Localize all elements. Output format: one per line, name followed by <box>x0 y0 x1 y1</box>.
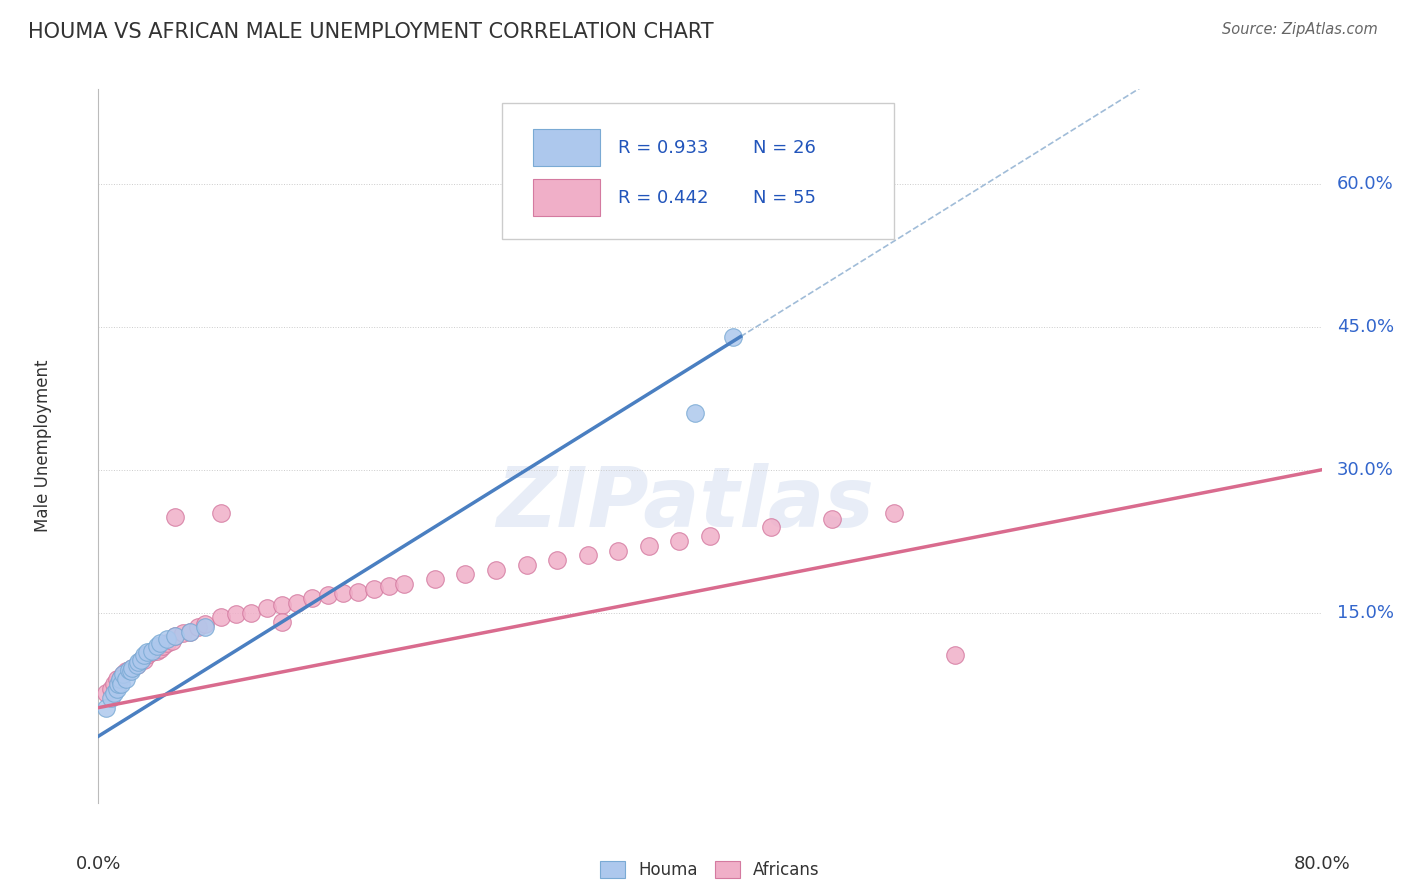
Text: 80.0%: 80.0% <box>1294 855 1350 873</box>
Point <box>821 512 844 526</box>
Point <box>136 648 159 663</box>
Text: HOUMA VS AFRICAN MALE UNEMPLOYMENT CORRELATION CHART: HOUMA VS AFRICAN MALE UNEMPLOYMENT CORRE… <box>28 22 714 42</box>
Point <box>103 686 125 700</box>
Point <box>160 634 183 648</box>
Point <box>134 653 156 667</box>
Point <box>637 539 661 553</box>
Point <box>668 168 690 182</box>
Point <box>240 606 263 620</box>
Text: 45.0%: 45.0% <box>1337 318 1395 336</box>
Point <box>115 665 138 679</box>
Point <box>111 667 134 681</box>
Point <box>120 665 142 679</box>
Point <box>134 648 156 663</box>
Point <box>129 653 152 667</box>
Point <box>454 567 477 582</box>
Point <box>163 510 186 524</box>
Point <box>141 645 163 659</box>
Point <box>111 667 134 681</box>
Point <box>392 577 416 591</box>
Point <box>145 643 167 657</box>
Point <box>125 657 148 672</box>
Point <box>194 620 217 634</box>
Point <box>107 677 129 691</box>
Point <box>121 661 143 675</box>
Point <box>363 582 385 596</box>
Text: 0.0%: 0.0% <box>76 855 121 873</box>
Point <box>187 620 209 634</box>
Text: 60.0%: 60.0% <box>1337 176 1393 194</box>
Point <box>163 629 186 643</box>
Text: Male Unemployment: Male Unemployment <box>34 359 52 533</box>
Point <box>316 588 339 602</box>
Text: R = 0.442: R = 0.442 <box>619 189 709 207</box>
Point <box>172 626 194 640</box>
Point <box>546 553 568 567</box>
Point <box>699 529 721 543</box>
Point <box>485 563 508 577</box>
Text: Source: ZipAtlas.com: Source: ZipAtlas.com <box>1222 22 1378 37</box>
Text: R = 0.933: R = 0.933 <box>619 139 709 157</box>
Point <box>127 655 149 669</box>
Text: ZIPatlas: ZIPatlas <box>496 463 875 543</box>
Point <box>105 672 128 686</box>
Point <box>149 636 172 650</box>
Point <box>270 615 292 629</box>
FancyBboxPatch shape <box>502 103 894 239</box>
Point <box>423 572 446 586</box>
Text: N = 26: N = 26 <box>752 139 815 157</box>
Point <box>516 558 538 572</box>
Point <box>156 636 179 650</box>
Text: N = 55: N = 55 <box>752 189 815 207</box>
Point <box>607 543 630 558</box>
Point <box>943 648 966 663</box>
Point <box>759 520 782 534</box>
Point <box>110 670 132 684</box>
Point <box>110 677 132 691</box>
FancyBboxPatch shape <box>533 179 600 216</box>
Point <box>115 672 138 686</box>
Point <box>100 691 122 706</box>
Point <box>141 643 163 657</box>
Point <box>108 672 131 686</box>
Point <box>225 607 247 622</box>
Point <box>301 591 323 606</box>
Point <box>256 600 278 615</box>
Point <box>179 624 201 639</box>
Point <box>149 641 172 656</box>
Point <box>163 629 186 643</box>
Point <box>209 610 232 624</box>
Point <box>332 586 354 600</box>
Point <box>156 632 179 647</box>
Point <box>121 661 143 675</box>
Point <box>94 686 117 700</box>
Point <box>118 663 141 677</box>
Point <box>209 506 232 520</box>
Point <box>125 657 148 672</box>
Point <box>378 579 401 593</box>
Point <box>103 677 125 691</box>
Point <box>136 645 159 659</box>
Point <box>285 596 308 610</box>
Point <box>576 549 599 563</box>
Text: 30.0%: 30.0% <box>1337 461 1393 479</box>
Point <box>118 663 141 677</box>
Point <box>152 639 174 653</box>
Point <box>683 406 706 420</box>
Point <box>347 584 370 599</box>
FancyBboxPatch shape <box>533 129 600 166</box>
Point <box>145 639 167 653</box>
Legend: Houma, Africans: Houma, Africans <box>592 853 828 888</box>
Point <box>100 681 122 696</box>
Point <box>194 616 217 631</box>
Point <box>721 329 744 343</box>
Point <box>179 624 201 639</box>
Point <box>883 506 905 520</box>
Text: 15.0%: 15.0% <box>1337 604 1393 622</box>
Point <box>105 681 128 696</box>
Point <box>94 700 117 714</box>
Point <box>129 653 152 667</box>
Point <box>668 534 690 549</box>
Point <box>270 598 292 612</box>
